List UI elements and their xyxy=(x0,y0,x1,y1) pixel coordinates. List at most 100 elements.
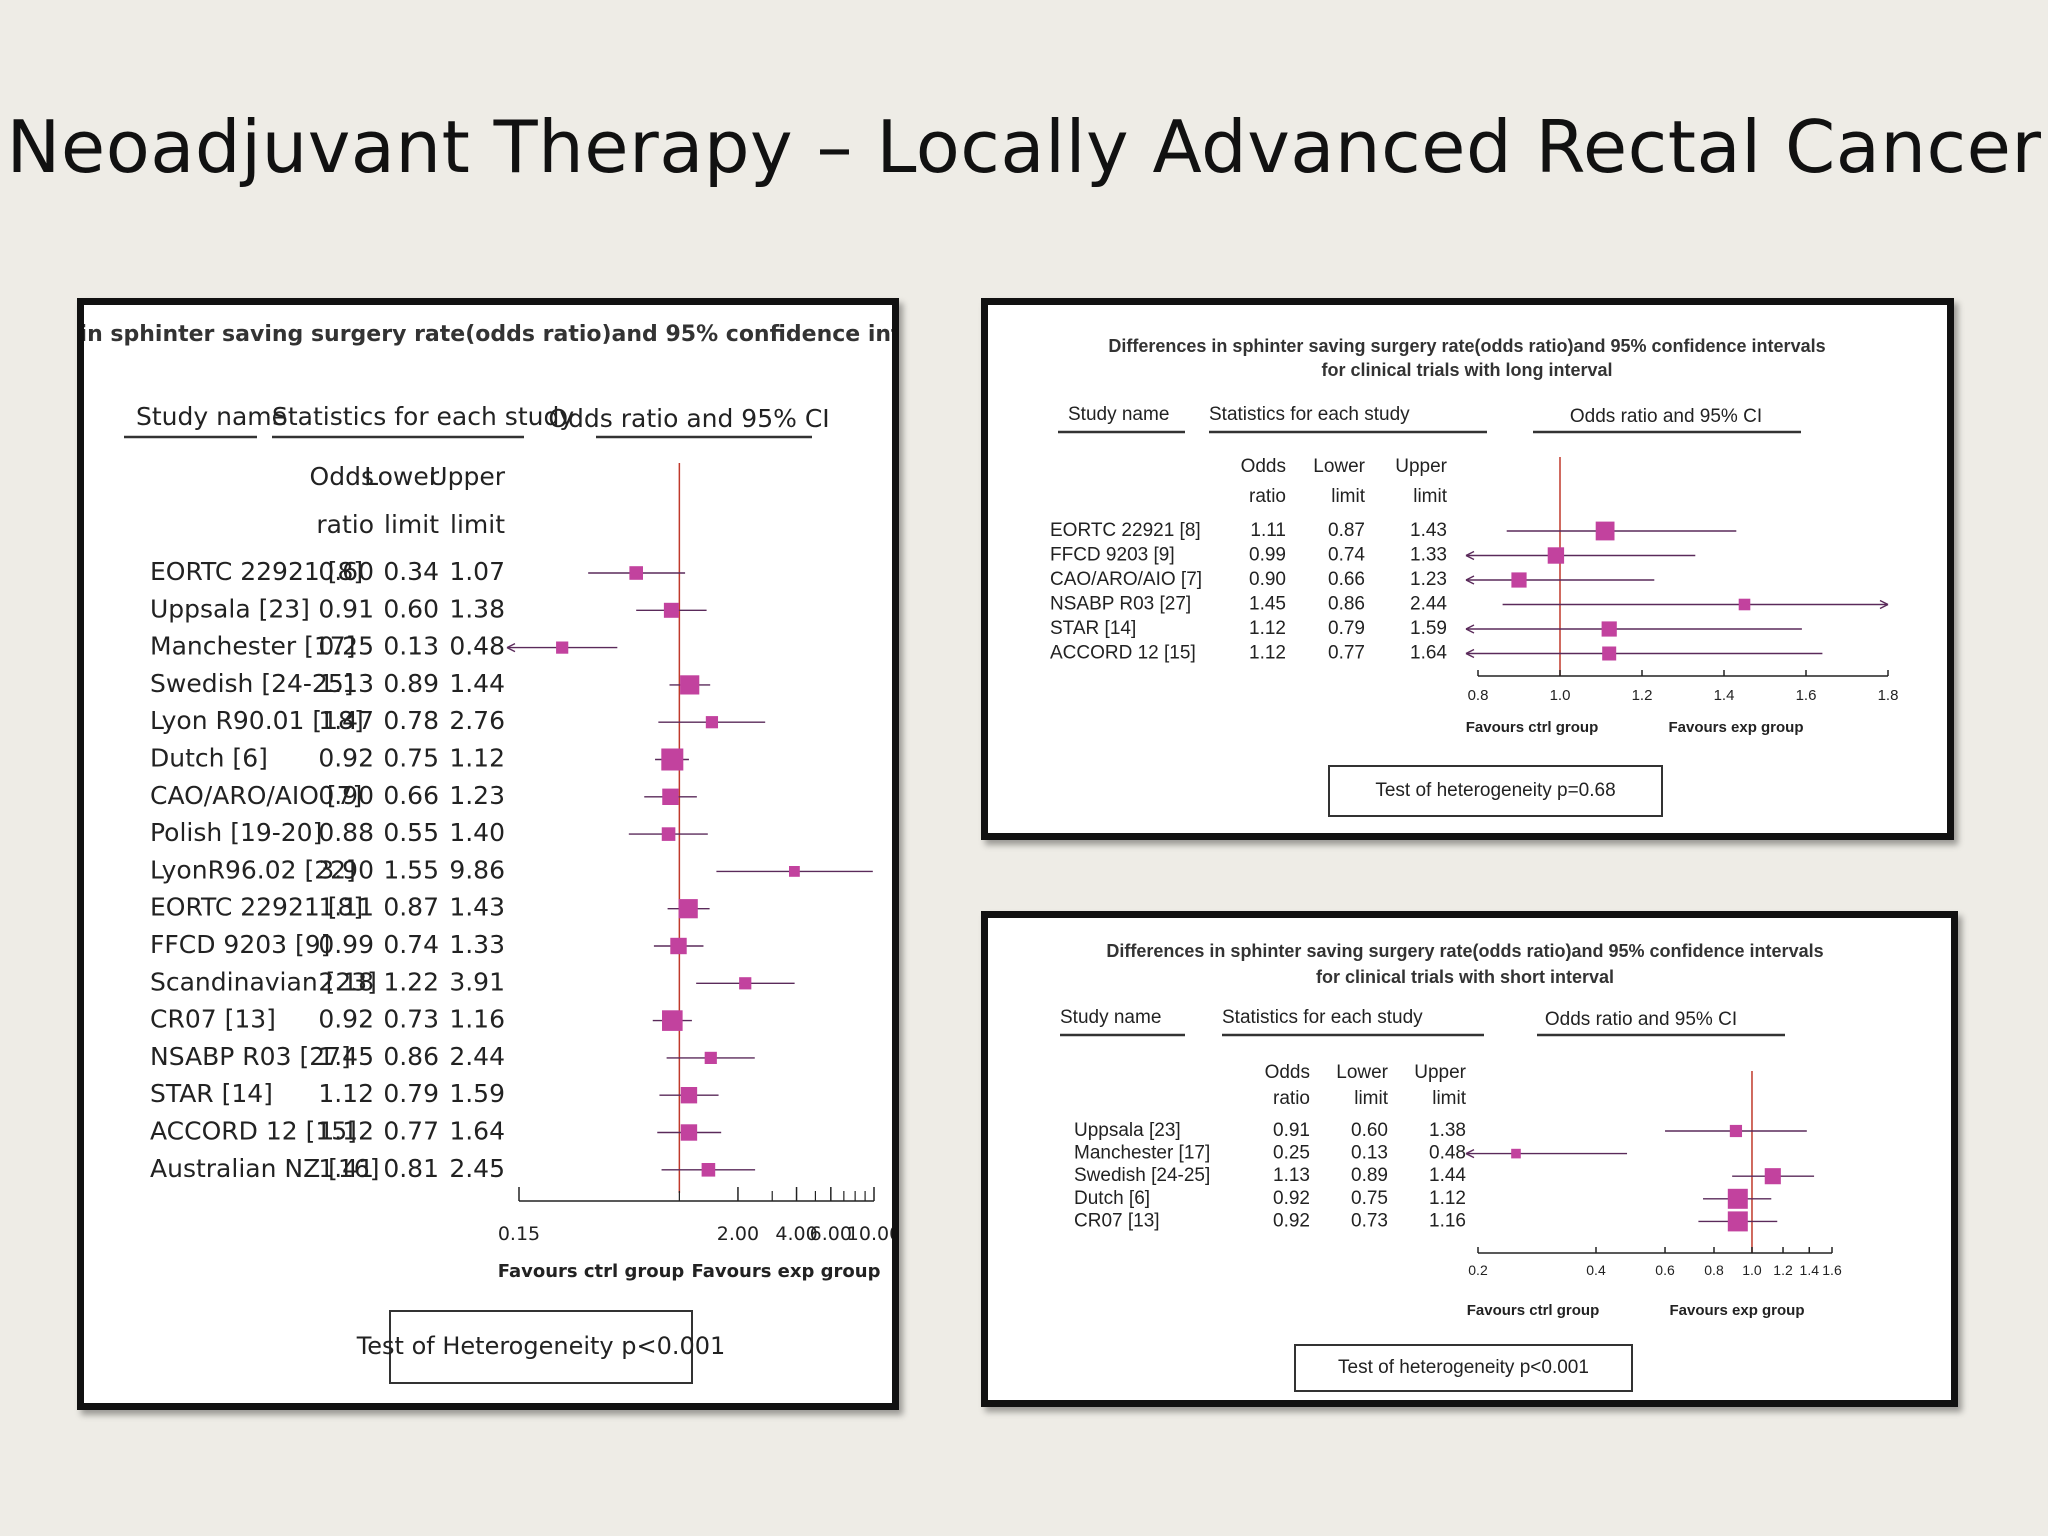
odds-ratio-marker xyxy=(704,1051,717,1064)
odds-ratio-value: 0.92 xyxy=(318,744,374,773)
lower-limit-value: 0.77 xyxy=(383,1117,439,1146)
sub-header-upper: Upper xyxy=(429,462,505,491)
odds-ratio-value: 3.90 xyxy=(318,855,374,884)
lower-limit-value: 0.75 xyxy=(1351,1188,1388,1209)
x-tick-label: 10.00 xyxy=(847,1223,892,1245)
ci-arrow-left xyxy=(1465,648,1475,659)
odds-ratio-marker xyxy=(661,827,676,841)
study-name: CAO/ARO/AIO [7] xyxy=(1050,569,1202,590)
lower-limit-value: 0.73 xyxy=(1351,1210,1388,1231)
ci-arrow-left xyxy=(506,642,516,653)
study-name: Australian NZ [16] xyxy=(150,1154,379,1183)
lower-limit-value: 0.87 xyxy=(1328,520,1365,541)
chart-title-line: for clinical trials with short interval xyxy=(1316,967,1614,987)
sub-header-upper: limit xyxy=(1432,1088,1466,1109)
study-name: FFCD 9203 [9] xyxy=(1050,545,1175,566)
odds-ratio-marker xyxy=(556,641,569,654)
study-name: EORTC 22921 [8] xyxy=(150,557,363,586)
forest-plot-long-interval-svg: Differences in sphinter saving surgery r… xyxy=(1050,336,1898,817)
odds-ratio-value: 0.92 xyxy=(318,1005,374,1034)
favours-ctrl-label: Favours ctrl group xyxy=(1466,719,1599,736)
study-name: Uppsala [23] xyxy=(150,594,310,623)
odds-ratio-value: 0.90 xyxy=(318,781,374,810)
odds-ratio-marker xyxy=(739,977,752,990)
study-name: EORTC 22921 [8] xyxy=(150,893,363,922)
column-header-plot: Odds ratio and 95% CI xyxy=(1570,406,1762,427)
x-tick-label: 4.00 xyxy=(775,1223,817,1245)
lower-limit-value: 0.55 xyxy=(383,818,439,847)
odds-ratio-value: 0.99 xyxy=(318,930,374,959)
study-name: Lyon R90.01 [18] xyxy=(150,706,364,735)
upper-limit-value: 2.44 xyxy=(1410,594,1447,615)
slide-title: Neoadjuvant Therapy – Locally Advanced R… xyxy=(6,105,2042,189)
sub-header-odds: Odds xyxy=(1265,1062,1310,1083)
upper-limit-value: 1.12 xyxy=(449,744,505,773)
x-tick-label: 1.0 xyxy=(1550,687,1571,704)
upper-limit-value: 1.38 xyxy=(1429,1120,1466,1141)
odds-ratio-value: 0.25 xyxy=(1273,1143,1310,1164)
odds-ratio-marker xyxy=(662,788,679,805)
x-tick-label: 0.6 xyxy=(1655,1262,1675,1278)
upper-limit-value: 1.38 xyxy=(449,594,505,623)
odds-ratio-value: 0.88 xyxy=(318,818,374,847)
favours-ctrl-label: Favours ctrl group xyxy=(498,1261,685,1282)
odds-ratio-marker xyxy=(680,675,700,695)
lower-limit-value: 0.77 xyxy=(1328,643,1365,664)
upper-limit-value: 1.33 xyxy=(1410,545,1447,566)
odds-ratio-value: 0.91 xyxy=(318,594,374,623)
odds-ratio-value: 1.12 xyxy=(1249,643,1286,664)
odds-ratio-value: 0.92 xyxy=(1273,1188,1310,1209)
upper-limit-value: 1.40 xyxy=(449,818,505,847)
odds-ratio-marker xyxy=(1729,1124,1743,1138)
ci-arrow-left xyxy=(1465,550,1475,561)
favours-exp-label: Favours exp group xyxy=(1668,719,1803,736)
odds-ratio-value: 1.13 xyxy=(1273,1165,1310,1186)
upper-limit-value: 1.59 xyxy=(1410,618,1447,639)
x-tick-label: 1.2 xyxy=(1773,1262,1793,1278)
study-name: Scandinavian [23] xyxy=(150,967,377,996)
study-name: CR07 [13] xyxy=(150,1005,276,1034)
study-name: Dutch [6] xyxy=(150,744,268,773)
odds-ratio-value: 1.12 xyxy=(1249,618,1286,639)
forest-plot-short-interval: Differences in sphinter saving surgery r… xyxy=(981,911,1958,1407)
x-tick-label: 2.00 xyxy=(717,1223,759,1245)
upper-limit-value: 0.48 xyxy=(1429,1143,1466,1164)
lower-limit-value: 0.78 xyxy=(383,706,439,735)
favours-exp-label: Favours exp group xyxy=(692,1261,881,1282)
column-header-stats: Statistics for each study xyxy=(1222,1007,1423,1028)
odds-ratio-marker xyxy=(678,899,698,919)
forest-plot-short-interval-svg: Differences in sphinter saving surgery r… xyxy=(1060,941,1842,1392)
lower-limit-value: 0.66 xyxy=(1328,569,1365,590)
odds-ratio-marker xyxy=(1764,1168,1781,1185)
odds-ratio-marker xyxy=(680,1124,698,1141)
x-tick-label: 1.4 xyxy=(1714,687,1735,704)
study-name: LyonR96.02 [22] xyxy=(150,855,356,884)
column-header-study: Study name xyxy=(1068,404,1169,425)
study-name: Manchester [17] xyxy=(1074,1143,1210,1164)
odds-ratio-marker xyxy=(1727,1188,1748,1209)
odds-ratio-marker xyxy=(705,716,719,729)
favours-exp-label: Favours exp group xyxy=(1669,1302,1804,1319)
lower-limit-value: 1.55 xyxy=(383,855,439,884)
study-name: Swedish [24-25] xyxy=(1074,1165,1210,1186)
column-header-study: Study name xyxy=(1060,1007,1161,1028)
sub-header-odds: Odds xyxy=(1241,456,1286,477)
lower-limit-value: 0.74 xyxy=(383,930,439,959)
x-tick-label: 1.4 xyxy=(1800,1262,1820,1278)
upper-limit-value: 1.59 xyxy=(449,1079,505,1108)
x-tick-label: 1.2 xyxy=(1632,687,1653,704)
x-tick-label: 0.2 xyxy=(1468,1262,1488,1278)
upper-limit-value: 1.23 xyxy=(1410,569,1447,590)
sub-header-odds: ratio xyxy=(1249,486,1286,507)
sub-header-lower: Lower xyxy=(364,462,440,491)
upper-limit-value: 1.64 xyxy=(1410,643,1447,664)
sub-header-upper: Upper xyxy=(1414,1062,1466,1083)
lower-limit-value: 0.13 xyxy=(1351,1143,1388,1164)
sub-header-upper: Upper xyxy=(1395,456,1447,477)
study-name: Swedish [24-25] xyxy=(150,669,353,698)
odds-ratio-marker xyxy=(1602,646,1617,661)
lower-limit-value: 0.60 xyxy=(1351,1120,1388,1141)
sub-header-lower: limit xyxy=(1354,1088,1388,1109)
sub-header-lower: Lower xyxy=(1336,1062,1388,1083)
favours-ctrl-label: Favours ctrl group xyxy=(1467,1302,1600,1319)
